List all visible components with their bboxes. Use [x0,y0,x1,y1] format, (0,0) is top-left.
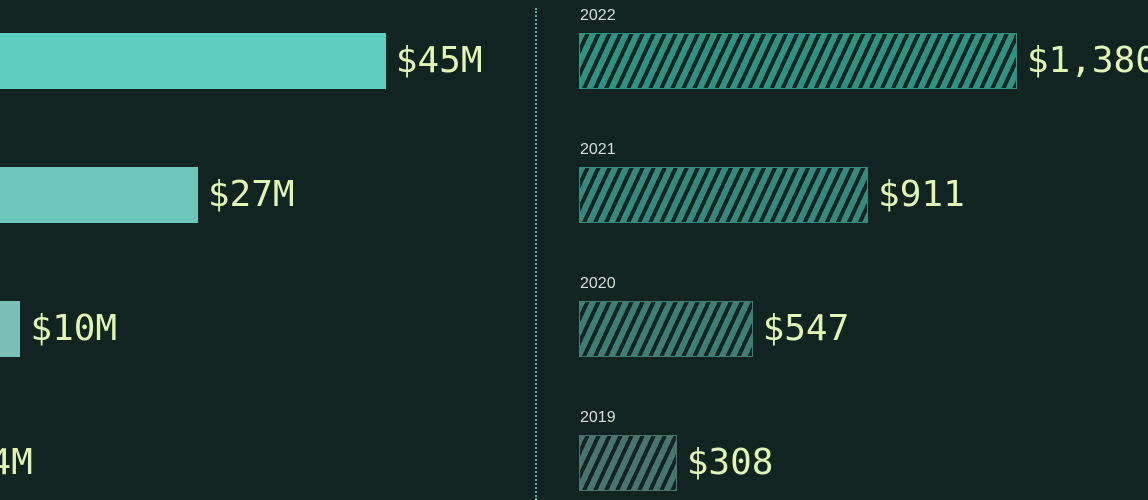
left-value-label: $27M [207,174,295,215]
right-value-label: $547 [762,308,850,349]
right-bar [579,167,869,223]
year-label: 2021 [580,141,616,158]
left-value-label: $45M [395,40,483,81]
right-value-label: $1,380 [1026,40,1148,81]
left-bar [0,167,198,223]
left-value-label: $4M [0,442,33,483]
right-value-label: $911 [878,174,965,215]
right-value-label: $308 [686,442,774,483]
chart-divider [535,8,537,500]
year-label: 2022 [580,7,616,24]
left-bar [0,301,21,357]
left-bar [0,33,386,89]
right-bar [579,33,1017,89]
year-label: 2020 [580,275,616,292]
year-label: 2019 [580,409,616,426]
left-value-label: $10M [30,308,118,349]
right-bar [579,435,677,491]
right-bar [579,301,753,357]
